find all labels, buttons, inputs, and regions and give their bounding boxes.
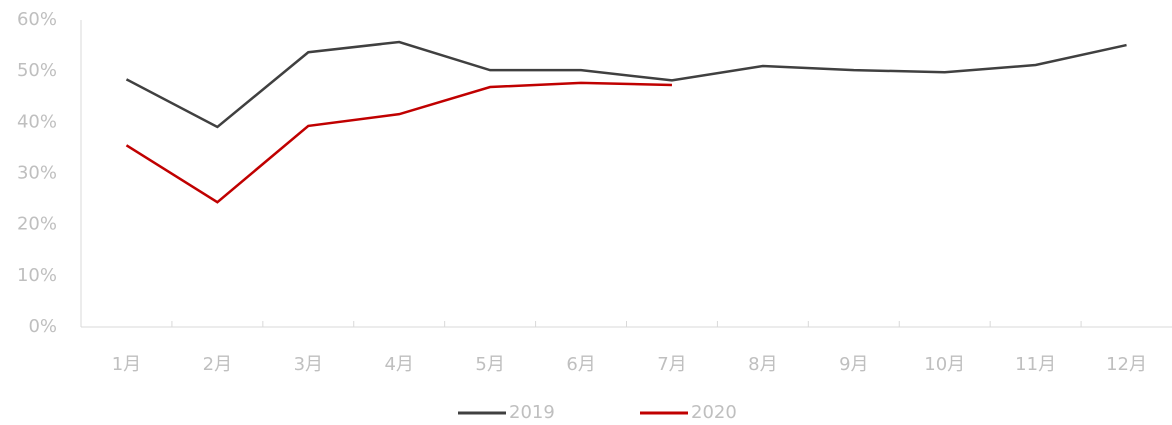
x-tick-label: 10月 <box>924 354 965 375</box>
legend-label: 2019 <box>509 402 555 423</box>
x-tick-label: 9月 <box>839 354 868 375</box>
y-tick-label: 10% <box>17 265 57 286</box>
x-tick-label: 8月 <box>748 354 777 375</box>
series-line <box>125 81 672 204</box>
x-tick-label: 11月 <box>1015 354 1056 375</box>
legend-label: 2020 <box>691 402 737 423</box>
y-tick-label: 20% <box>17 214 57 235</box>
y-tick-label: 30% <box>17 163 57 184</box>
y-tick-label: 60% <box>17 9 57 30</box>
x-tick-label: 3月 <box>294 354 323 375</box>
x-tick-label: 7月 <box>657 354 686 375</box>
x-tick-label: 6月 <box>566 354 595 375</box>
x-tick-label: 1月 <box>112 354 141 375</box>
y-tick-label: 0% <box>28 316 57 337</box>
y-tick-label: 50% <box>17 60 57 81</box>
y-tick-label: 40% <box>17 111 57 132</box>
series-line <box>125 40 1127 129</box>
x-tick-label: 4月 <box>384 354 413 375</box>
x-tick-label: 2月 <box>203 354 232 375</box>
x-tick-label: 12月 <box>1106 354 1147 375</box>
x-tick-label: 5月 <box>475 354 504 375</box>
